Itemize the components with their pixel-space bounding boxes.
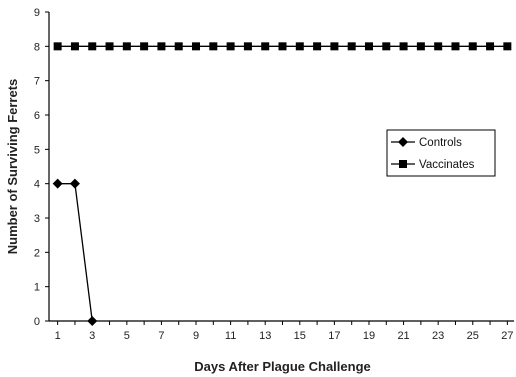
x-tick-label: 17 [328,330,340,342]
series-controls [52,178,98,326]
x-tick-label: 9 [193,330,199,342]
data-point [140,42,149,51]
x-ticks: 1 3 5 7 9 11 13 15 17 19 21 23 25 27 [55,321,513,342]
data-point [174,42,183,51]
legend-box [386,129,496,177]
x-axis-title: Days After Plague Challenge [194,359,371,374]
x-tick-label: 23 [432,330,444,342]
data-point [295,42,304,51]
legend-item: Controls [391,137,462,149]
series-vaccinates [53,42,512,51]
x-tick-label: 1 [55,330,61,342]
data-point [468,42,477,51]
legend-marker [398,137,408,147]
x-tick-label: 3 [89,330,95,342]
y-axis-title: Number of Surviving Ferrets [5,79,20,255]
data-point [192,42,201,51]
x-tick-label: 13 [259,330,271,342]
series-layer [52,42,512,326]
data-point [382,42,391,51]
y-tick-label: 6 [34,110,40,122]
x-tick-label: 15 [294,330,306,342]
data-point [105,42,114,51]
data-point [364,42,373,51]
data-point [70,42,79,51]
y-tick-label: 1 [34,282,40,294]
data-point [88,42,97,51]
data-point [243,42,252,51]
legend-marker [399,160,407,168]
legend-item: Vaccinates [391,159,475,171]
data-point [278,42,287,51]
data-point [503,42,512,51]
y-ticks: 0 1 2 3 4 5 6 7 8 9 [34,7,49,328]
y-tick-label: 0 [34,316,40,328]
legend-label: Controls [419,137,462,149]
x-tick-label: 25 [467,330,479,342]
legend: Controls Vaccinates [386,129,496,177]
x-tick-label: 5 [124,330,130,342]
data-point [486,42,495,51]
legend-label: Vaccinates [419,159,475,171]
x-tick-label: 11 [225,330,236,342]
data-point [313,42,322,51]
data-point [52,178,63,189]
y-tick-label: 7 [34,76,40,88]
y-tick-label: 3 [34,213,40,225]
x-tick-label: 7 [158,330,164,342]
data-point [434,42,443,51]
data-point [157,42,166,51]
x-tick-label: 21 [397,330,409,342]
data-point [416,42,425,51]
data-point [347,42,356,51]
y-tick-label: 2 [34,247,40,259]
y-tick-label: 5 [34,144,40,156]
data-point [209,42,218,51]
data-point [261,42,270,51]
y-tick-label: 4 [34,179,40,191]
series-line [57,183,93,322]
x-tick-label: 19 [363,330,375,342]
data-point [122,42,131,51]
x-tick-label: 27 [501,330,513,342]
data-point [53,42,62,51]
data-point [87,316,98,326]
data-point [69,178,80,189]
data-point [226,42,235,51]
y-tick-label: 9 [34,7,40,19]
y-tick-label: 8 [34,41,40,53]
data-point [330,42,339,51]
data-point [451,42,460,51]
data-point [399,42,408,51]
